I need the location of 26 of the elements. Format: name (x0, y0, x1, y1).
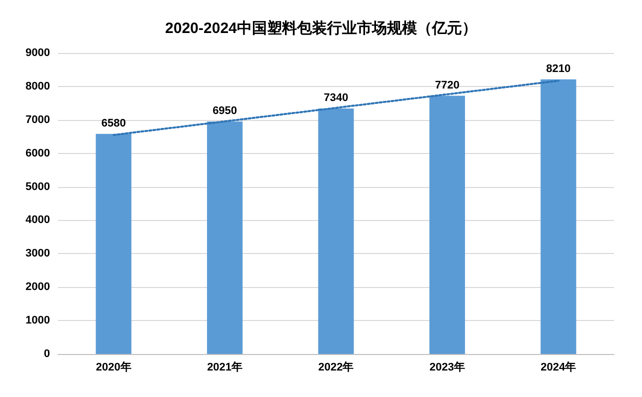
y-tick-label: 7000 (26, 114, 50, 126)
x-tick-label: 2023年 (429, 360, 465, 374)
y-tick-label: 8000 (26, 80, 50, 92)
x-tick-label: 2022年 (318, 360, 354, 374)
y-tick-label: 3000 (26, 248, 50, 260)
data-label: 6580 (101, 117, 126, 130)
x-tick-label: 2020年 (96, 360, 132, 374)
y-tick-label: 1000 (26, 314, 50, 327)
bar (318, 108, 354, 354)
bar (540, 79, 576, 354)
chart-title: 2020-2024中国塑料包装行业市场规模（亿元） (165, 19, 477, 37)
data-label: 7340 (324, 92, 348, 104)
bar (429, 96, 465, 354)
x-tick-label: 2021年 (207, 360, 243, 374)
data-label: 8210 (546, 62, 571, 75)
data-label: 6950 (212, 105, 238, 118)
y-tick-label: 6000 (26, 147, 50, 160)
y-tick-label: 4000 (26, 214, 50, 226)
y-tick-label: 2000 (26, 281, 50, 294)
y-tick-label: 0 (44, 348, 50, 360)
bar (96, 134, 132, 354)
data-label: 7720 (434, 79, 460, 92)
y-tick-label: 9000 (26, 47, 50, 59)
bar (207, 122, 243, 354)
x-tick-label: 2024年 (540, 360, 576, 374)
y-tick-label: 5000 (26, 180, 50, 193)
